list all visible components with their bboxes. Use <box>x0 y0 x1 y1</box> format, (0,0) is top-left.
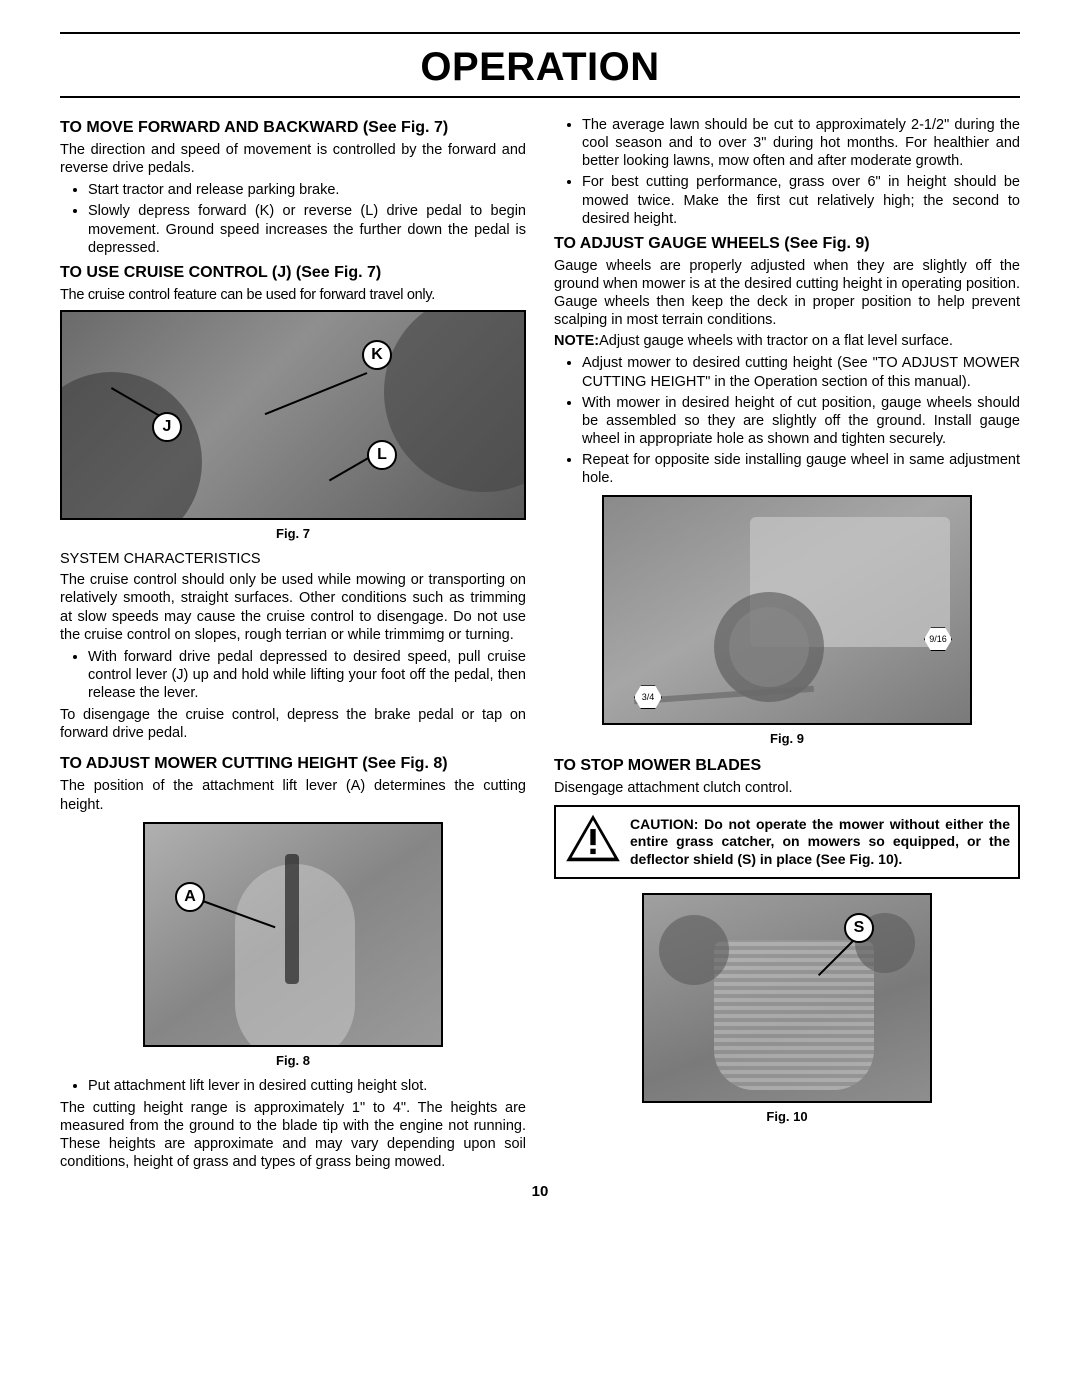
callout-label-l: L <box>367 440 397 470</box>
figure-9-caption: Fig. 9 <box>554 731 1020 747</box>
right-column: The average lawn should be cut to approx… <box>554 112 1020 1175</box>
callout-label-j: J <box>152 412 182 442</box>
list-cut-height: Put attachment lift lever in desired cut… <box>60 1077 526 1095</box>
paragraph-gauge-intro: Gauge wheels are properly adjusted when … <box>554 257 1020 330</box>
list-item: The average lawn should be cut to approx… <box>582 116 1020 170</box>
list-item: Put attachment lift lever in desired cut… <box>88 1077 526 1095</box>
paragraph-disengage: To disengage the cruise control, depress… <box>60 706 526 742</box>
warning-icon <box>564 813 622 863</box>
list-cruise-control: With forward drive pedal depressed to de… <box>60 648 526 702</box>
paragraph-stop-blades: Disengage attachment clutch control. <box>554 779 1020 797</box>
figure-8: A <box>143 822 443 1047</box>
two-column-layout: TO MOVE FORWARD AND BACKWARD (See Fig. 7… <box>60 112 1020 1175</box>
list-item: Slowly depress forward (K) or reverse (L… <box>88 202 526 256</box>
list-lawn-tips: The average lawn should be cut to approx… <box>554 116 1020 228</box>
rule-top <box>60 32 1020 34</box>
figure-7: J K L <box>60 310 526 520</box>
figure-10-caption: Fig. 10 <box>554 1109 1020 1125</box>
note-body: Adjust gauge wheels with tractor on a fl… <box>599 333 953 349</box>
list-item: Repeat for opposite side installing gaug… <box>582 451 1020 487</box>
callout-label-s: S <box>844 913 874 943</box>
caution-box: CAUTION: Do not operate the mower withou… <box>554 805 1020 880</box>
heading-forward-backward: TO MOVE FORWARD AND BACKWARD (See Fig. 7… <box>60 118 526 138</box>
page-title: OPERATION <box>60 42 1020 92</box>
paragraph-cut-range: The cutting height range is approximatel… <box>60 1099 526 1172</box>
intro-forward-backward: The direction and speed of movement is c… <box>60 141 526 177</box>
paragraph-gauge-note: NOTE:Adjust gauge wheels with tractor on… <box>554 332 1020 350</box>
left-column: TO MOVE FORWARD AND BACKWARD (See Fig. 7… <box>60 112 526 1175</box>
heading-cruise-control: TO USE CRUISE CONTROL (J) (See Fig. 7) <box>60 263 526 283</box>
list-item: Start tractor and release parking brake. <box>88 181 526 199</box>
heading-stop-blades: TO STOP MOWER BLADES <box>554 756 1020 776</box>
heading-gauge-wheels: TO ADJUST GAUGE WHEELS (See Fig. 9) <box>554 234 1020 254</box>
list-item: With mower in desired height of cut posi… <box>582 394 1020 448</box>
figure-10: S <box>642 893 932 1103</box>
callout-label-a: A <box>175 882 205 912</box>
intro-cruise-control: The cruise control feature can be used f… <box>60 286 526 304</box>
figure-8-caption: Fig. 8 <box>60 1053 526 1069</box>
heading-cut-height: TO ADJUST MOWER CUTTING HEIGHT (See Fig.… <box>60 754 526 774</box>
rule-bottom <box>60 96 1020 98</box>
caution-text: CAUTION: Do not operate the mower withou… <box>630 816 1010 869</box>
list-forward-backward: Start tractor and release parking brake.… <box>60 181 526 257</box>
list-item: Adjust mower to desired cutting height (… <box>582 354 1020 390</box>
paragraph-system-char: The cruise control should only be used w… <box>60 571 526 644</box>
subhead-system-char: SYSTEM CHARACTERISTICS <box>60 550 526 568</box>
list-gauge-wheels: Adjust mower to desired cutting height (… <box>554 354 1020 487</box>
figure-7-caption: Fig. 7 <box>60 526 526 542</box>
list-item: For best cutting performance, grass over… <box>582 173 1020 227</box>
intro-cut-height: The position of the attachment lift leve… <box>60 777 526 813</box>
list-item: With forward drive pedal depressed to de… <box>88 648 526 702</box>
callout-label-k: K <box>362 340 392 370</box>
page-number: 10 <box>60 1183 1020 1202</box>
figure-9: 9/16 3/4 <box>602 495 972 725</box>
note-label: NOTE: <box>554 333 599 349</box>
